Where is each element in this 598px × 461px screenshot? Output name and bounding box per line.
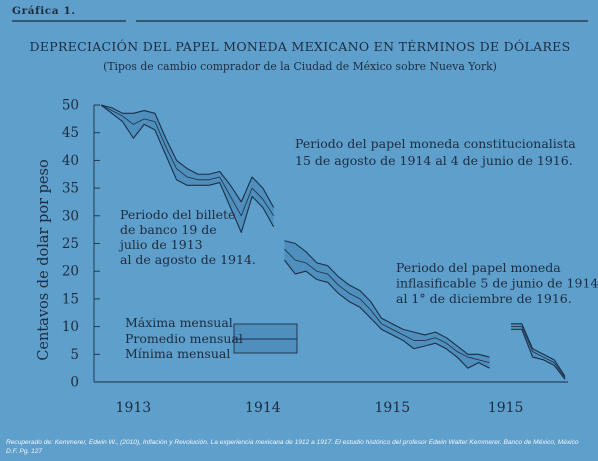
legend-entry-average: Promedio mensual bbox=[125, 331, 243, 346]
y-tick-label: 20 bbox=[62, 264, 79, 280]
annotation-constitucionalista-line: Periodo del papel moneda constitucionali… bbox=[295, 136, 576, 151]
chart: Gráfica 1. DEPRECIACIÓN DEL PAPEL MONEDA… bbox=[12, 5, 598, 416]
x-year-label: 1914 bbox=[245, 400, 281, 416]
series-max-line-3 bbox=[511, 323, 566, 377]
x-year-label: 1915 bbox=[375, 400, 411, 416]
series-min-line-2 bbox=[284, 259, 490, 369]
y-tick-label: 25 bbox=[62, 236, 79, 252]
y-tick-label: 45 bbox=[62, 125, 79, 141]
series-min-line-3 bbox=[511, 328, 566, 380]
y-tick-label: 0 bbox=[70, 375, 79, 391]
series-average-line-3 bbox=[511, 326, 566, 378]
band-segment-1 bbox=[101, 105, 274, 233]
y-tick-label: 40 bbox=[62, 153, 79, 169]
source-caption: Recuperado de: Kemmerer, Edwin W., (2010… bbox=[6, 439, 579, 455]
annotations: Periodo del papel moneda constitucionali… bbox=[118, 136, 598, 306]
annotation-constitucionalista: Periodo del papel moneda constitucionali… bbox=[295, 136, 576, 168]
annotation-billete-banco-line: al de agosto de 1914. bbox=[120, 252, 256, 267]
series-max-line-2 bbox=[284, 240, 490, 358]
y-axis-label: Centavos de dolar por peso bbox=[36, 159, 52, 360]
series-average-line-2 bbox=[284, 248, 490, 363]
series-min-line-1 bbox=[100, 104, 275, 233]
legend: Máxima mensual Promedio mensual Mínima m… bbox=[125, 315, 298, 361]
annotation-constitucionalista-line: 15 de agosto de 1914 al 4 de junio de 19… bbox=[295, 153, 573, 168]
annotation-infalsificable-line: Periodo del papel moneda bbox=[396, 260, 561, 275]
legend-entry-max: Máxima mensual bbox=[125, 315, 233, 330]
series-max-line-1 bbox=[100, 104, 275, 208]
y-tick-label: 30 bbox=[62, 208, 79, 224]
x-axis-year-labels: 1913 1914 1915 1915 bbox=[116, 400, 524, 416]
x-year-label: 1915 bbox=[488, 400, 524, 416]
y-tick-label: 10 bbox=[62, 319, 79, 335]
figure-label: Gráfica 1. bbox=[12, 5, 76, 17]
y-tick-label: 35 bbox=[62, 181, 79, 197]
legend-swatch bbox=[233, 323, 298, 354]
annotation-billete-banco-line: de banco 19 de bbox=[120, 222, 217, 237]
series-average-line-1 bbox=[100, 104, 274, 217]
y-tick-label: 50 bbox=[62, 98, 79, 114]
annotation-infalsificable-line: inflasificable 5 de junio de 1914 bbox=[396, 276, 598, 291]
y-tick-label: 15 bbox=[62, 291, 79, 307]
y-axis: 0 5 10 15 20 25 30 35 40 45 50 bbox=[62, 98, 568, 391]
x-year-label: 1913 bbox=[116, 400, 152, 416]
legend-entry-min: Mínima mensual bbox=[125, 346, 230, 361]
annotation-billete-banco-line: julio de 1913 bbox=[118, 237, 203, 252]
data-bands bbox=[100, 104, 566, 380]
y-tick-label: 5 bbox=[70, 347, 79, 363]
band-segment-2 bbox=[284, 240, 490, 369]
chart-subtitle: (Tipos de cambio comprador de la Ciudad … bbox=[103, 60, 497, 73]
annotation-infalsificable-line: al 1° de diciembre de 1916. bbox=[396, 291, 572, 306]
annotation-billete-banco-line: Periodo del billete bbox=[120, 207, 235, 222]
chart-title: DEPRECIACIÓN DEL PAPEL MONEDA MEXICANO E… bbox=[30, 38, 571, 54]
